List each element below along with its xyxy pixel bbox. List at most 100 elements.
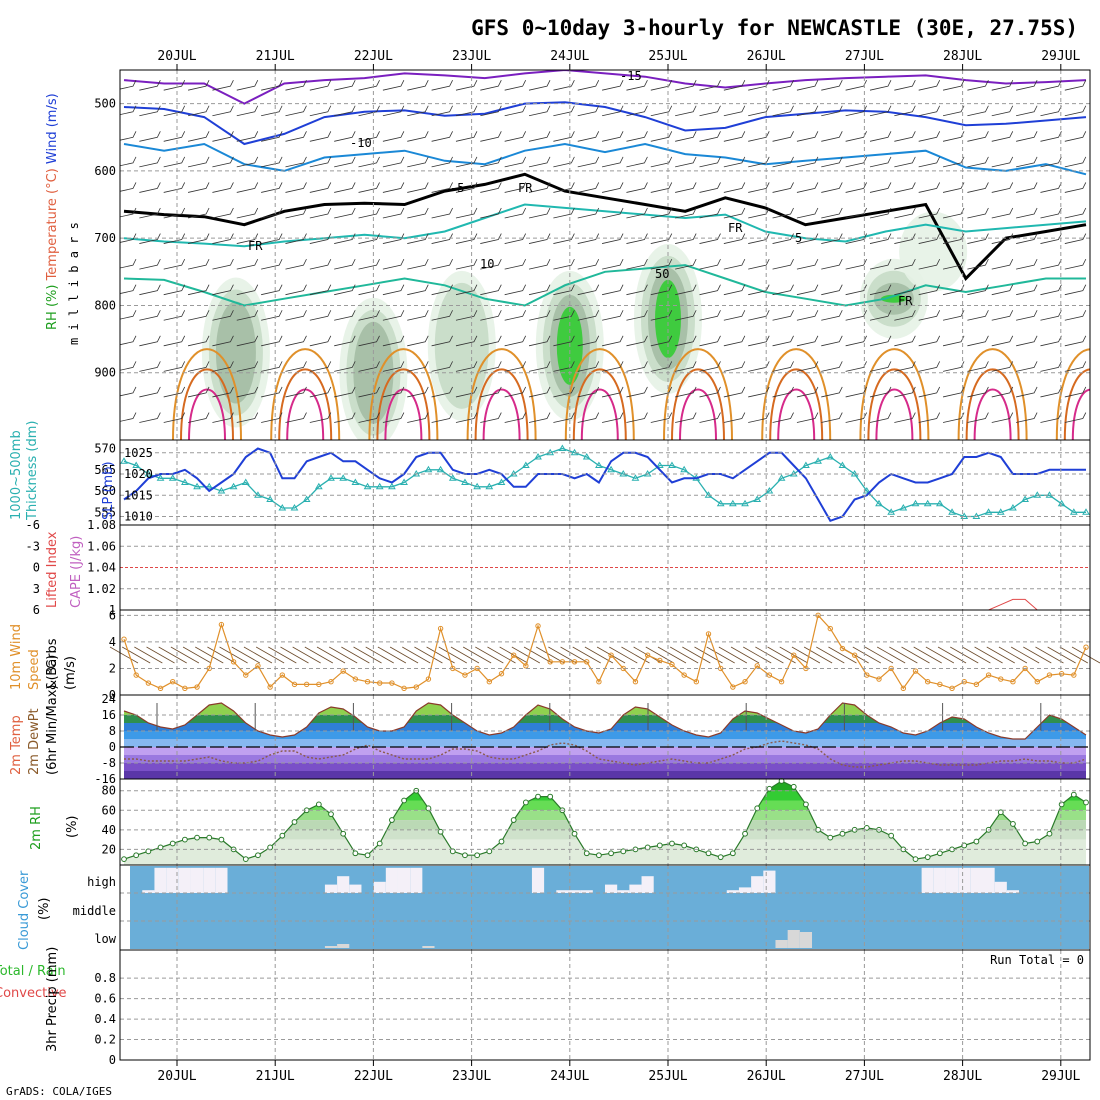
wind-barb [796,156,819,168]
wind-barb [650,258,673,270]
date-label-top: 21JUL [256,49,295,64]
wind-barb [139,156,161,168]
wind10m-point [547,659,553,665]
wind-barb [139,361,161,372]
wind-barb [120,131,137,141]
wind-barb [358,361,380,372]
thickness-point [339,474,348,481]
wind-barb [991,131,1014,142]
wind-barb [528,335,551,347]
wind10m-barb [974,646,1003,664]
wind-barb [894,182,916,193]
thickness-line [123,447,1086,518]
wind-barb [528,131,551,142]
wind-barb [650,80,673,91]
wind-barb [967,335,989,347]
temperature-band [124,739,1086,747]
wind-barb [480,156,502,168]
wind-barb [918,361,941,372]
slp-line [123,447,1086,523]
contour-label: FR [518,181,533,195]
wind10m-barb [304,646,334,664]
wind10m-barb [572,646,601,664]
wind-barb [212,182,234,193]
wind-barb [334,361,356,372]
wind10m-point [608,652,614,658]
wind-barb [407,207,429,219]
temperature-label: (6hr Min/Max) (°C) [45,655,60,775]
lifted-index-tick: -3 [26,539,40,553]
wind-barb [285,156,307,168]
contour-label: -15 [620,69,642,83]
wind-barb [261,412,283,423]
wind-barb [212,156,234,168]
thickness-point [375,482,384,490]
wind10m-point [437,625,444,632]
wind-barb [602,182,624,193]
wind-barb [845,105,867,117]
rh-point [1070,791,1077,798]
wind10m-point [316,681,322,688]
wind-barb [187,233,210,244]
wind10m-label: Speed [27,649,42,690]
cloud-high-bar [556,890,569,893]
thickness-point [314,482,323,490]
wind-barb [120,412,137,422]
wind-barb [212,258,234,270]
wind-barb [1064,258,1087,270]
wind-barb [602,80,624,91]
wind10m-point [571,659,578,665]
wind-barb [382,284,405,296]
wind-barb [626,80,648,91]
wind10m-point [998,676,1004,682]
wind-barb [1064,310,1087,321]
wind-barb [967,386,989,398]
wind-barb [407,386,429,398]
rh-point [315,801,322,808]
cape-tick: 1.06 [87,539,116,553]
rh-point [827,834,834,841]
cloud-label: Cloud Cover [17,870,32,950]
wind-barb [139,386,161,398]
wind-barb [455,361,478,372]
wind-barb [528,105,551,117]
wind10m-point [1071,672,1077,678]
wind-barb [358,386,380,398]
wind10m-barb [523,646,553,664]
wind-barb [309,386,332,398]
wind-barb [1040,258,1062,270]
wind-barb [120,80,137,90]
wind-barb [553,310,575,321]
rh-point [742,830,748,837]
warm-contour [172,348,242,440]
wind-barb [675,182,697,193]
rh-label: (%) [65,816,80,839]
wind-barb [650,310,673,321]
wind-barb [821,80,843,91]
rh-point [169,840,176,847]
wind-barb [869,131,892,142]
wind-barb [285,386,307,398]
wind-barb [455,335,478,347]
wind-barb [796,361,819,372]
wind10m-point [267,684,273,690]
wind10m-point [486,679,493,685]
wind-barb [334,105,356,117]
wind-barb [626,233,648,244]
wind10m-point [218,621,225,628]
wind10m-barb [1047,646,1076,664]
wind-barb [334,131,356,142]
wind-barb [1064,361,1087,372]
wind10m-label: (m/s) [63,656,78,690]
wind-barb [407,284,429,296]
wind-barb [869,182,892,193]
wind-barb [748,182,770,193]
wind-barb [699,386,721,398]
wind10m-barb [1023,646,1052,664]
wind-barb [1040,182,1062,193]
cloud-high-bar [945,867,959,893]
wind-barb [602,310,624,321]
wind-barb [163,156,186,168]
wind10m-barb [462,646,492,664]
wind-barb [163,361,186,372]
